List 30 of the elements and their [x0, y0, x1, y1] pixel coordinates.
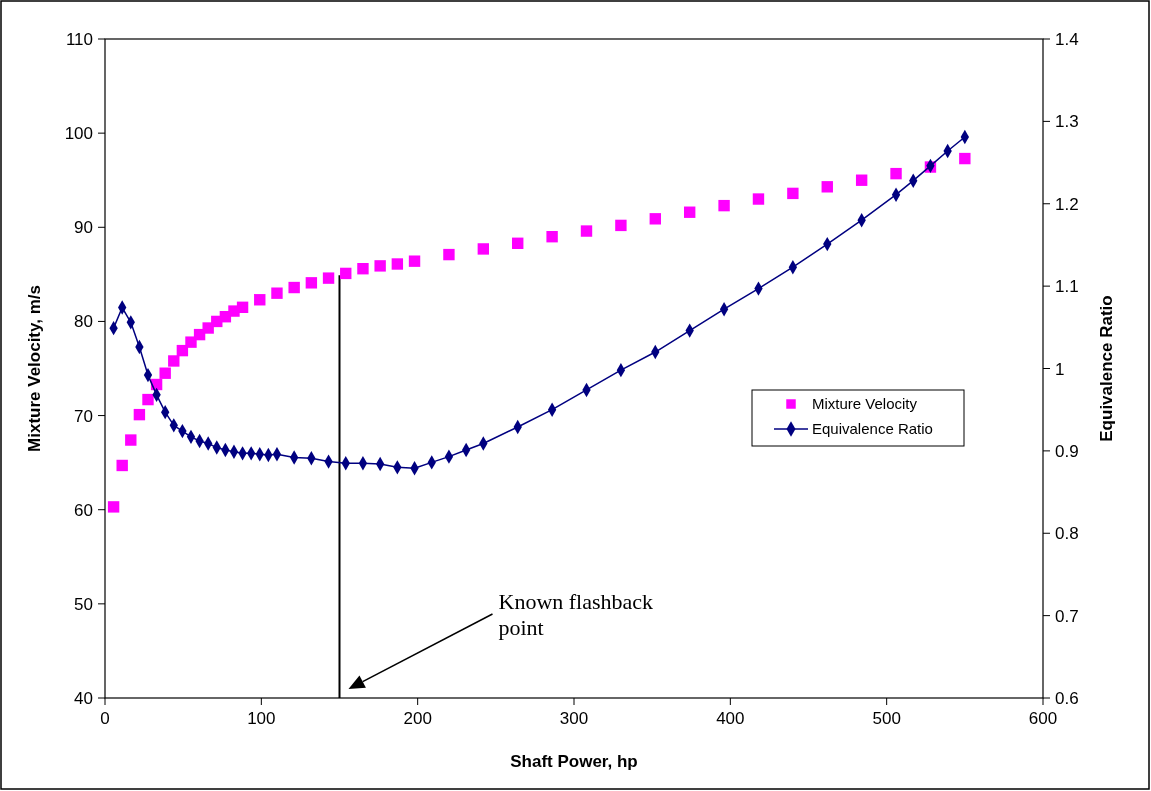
y2-tick-label: 0.7	[1055, 606, 1079, 626]
y-tick-label: 110	[65, 30, 93, 49]
y2-tick-label: 0.9	[1055, 441, 1079, 461]
y2-tick-label: 1.1	[1055, 277, 1079, 297]
x-tick-label: 0	[100, 709, 110, 728]
x-tick-label: 400	[716, 709, 745, 728]
y-tick-label: 90	[74, 218, 93, 238]
y-tick-label: 70	[74, 406, 93, 426]
x-tick-label: 200	[403, 709, 432, 728]
x-tick-label: 300	[559, 709, 589, 728]
y2-axis-title: Equivalence Ratio	[1097, 295, 1116, 442]
y-tick-label: 40	[74, 689, 93, 708]
y2-tick-label: 0.8	[1055, 524, 1079, 544]
x-tick-label: 100	[247, 709, 276, 728]
y-tick-label: 60	[74, 500, 93, 520]
y2-tick-label: 0.6	[1055, 689, 1079, 708]
y-tick-label: 50	[74, 594, 93, 614]
y2-tick-label: 1	[1055, 359, 1065, 379]
annotation: Known flashback point	[498, 589, 654, 640]
x-tick-label: 600	[1028, 709, 1058, 728]
y2-tick-label: 1.3	[1055, 112, 1079, 132]
y-tick-label: 80	[74, 312, 93, 332]
y2-tick-label: 1.4	[1055, 30, 1079, 49]
y-axis-title: Mixture Velocity, m/s	[25, 285, 44, 452]
legend-label: Mixture Velocity	[812, 395, 918, 412]
x-tick-label: 500	[872, 709, 901, 728]
y2-tick-label: 1.2	[1055, 194, 1079, 214]
legend-label: Equivalence Ratio	[812, 420, 933, 437]
x-axis-title: Shaft Power, hp	[510, 752, 638, 771]
y-tick-label: 100	[64, 124, 93, 144]
